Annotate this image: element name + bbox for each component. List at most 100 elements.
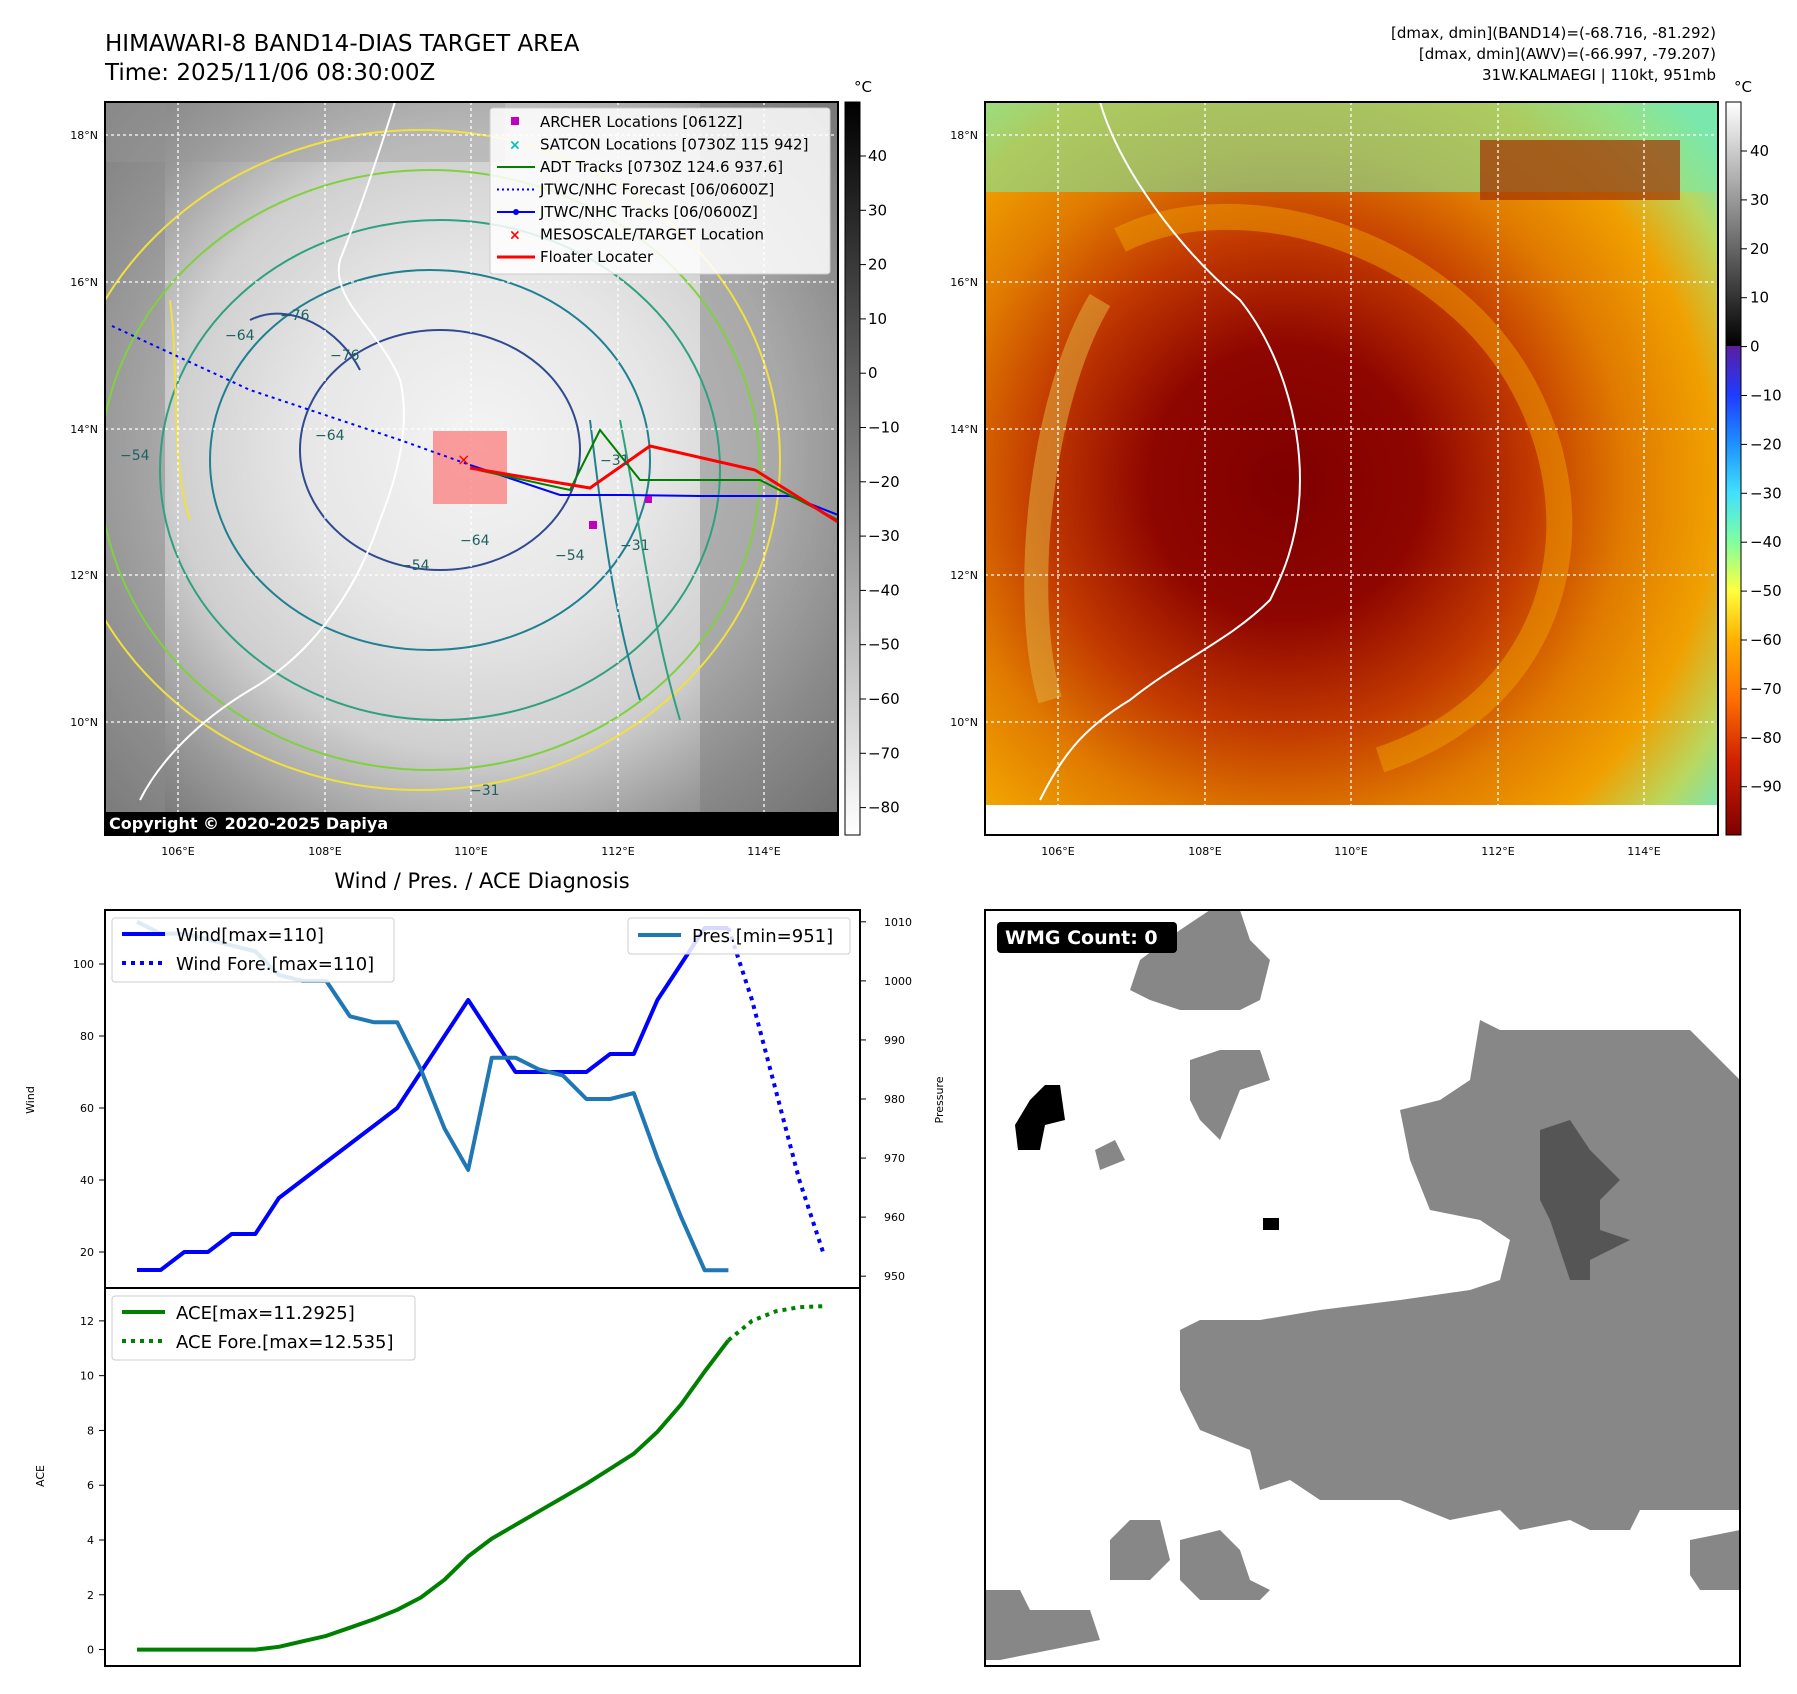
ir-colorbar-tick: −20 [868,473,900,491]
diag-ytick: 980 [884,1093,905,1106]
wmg-badge: WMG Count: 0 [1005,927,1158,949]
wv-lon-tick: 110°E [1334,845,1367,858]
wv-lat-tick: 14°N [950,423,978,436]
wv-panel: °C 40 30 20 10 0 −10 −20 −30 −40 −50 −60 −70 −80 −90 [984,78,1782,836]
info-line2: [dmax, dmin](AWV)=(-66.997, -79.207) [1419,45,1716,63]
diag-ytick: 8 [87,1424,94,1437]
wv-lon-tick: 112°E [1481,845,1514,858]
ir-colorbar-tick: 30 [868,201,887,219]
ir-contours [105,129,781,791]
wv-grid [985,102,1718,835]
archer-marker-1 [589,521,597,529]
wmg-gray-area [985,910,1740,1660]
wv-colorbar-unit: °C [1734,78,1752,96]
ir-colorbar-tick: −10 [868,419,900,437]
legend-wind: Wind[max=110] [176,925,324,946]
ir-lat-tick: 10°N [70,716,98,729]
wind-legend: Wind[max=110] Wind Fore.[max=110] [111,917,395,983]
diag-ytick: 990 [884,1034,905,1047]
ir-lon-tick: 110°E [454,845,487,858]
diag-ytick: 40 [80,1174,94,1187]
wv-frame [984,101,1719,836]
contour-label: −76 [280,308,310,324]
series-wind-forecast [726,927,825,1253]
wv-colorbar-tick: 10 [1750,289,1769,307]
floater-box [433,431,507,504]
contour-label: −76 [330,348,360,364]
jtwc-forecast-track [111,325,471,466]
legend-label: MESOSCALE/TARGET Location [540,226,764,244]
pres-legend: Pres.[min=951] [627,917,851,955]
wv-colorbar-tick: −90 [1750,778,1782,796]
wv-lat-tick: 10°N [950,716,978,729]
info-line1: [dmax, dmin](BAND14)=(-68.716, -81.292) [1391,24,1716,42]
ir-panel: × −76 −76 −64 −64 −54 −54 −31 −31 −31 −6… [104,78,900,836]
diag-ytick: 2 [87,1589,94,1602]
diag-ytick: 100 [73,958,94,971]
wv-colorbar-tick: −80 [1750,729,1782,747]
legend-marker: × [509,228,521,244]
wmg-panel: WMG Count: 0 [984,909,1741,1667]
wv-lat-tick: 12°N [950,569,978,582]
legend-label: SATCON Locations [0730Z 115 942] [540,136,808,154]
legend-marker [513,209,519,215]
contour-label: −31 [470,783,500,799]
legend-label: JTWC/NHC Forecast [06/0600Z] [539,181,774,199]
contour-label: −54 [120,448,150,464]
map-tick-labels: 106°E 106°E 108°E 108°E 110°E 110°E 112°E 112°E… [70,129,1661,858]
ir-contour-labels: −76 −76 −64 −64 −54 −54 −31 −31 −31 −64 … [120,308,650,799]
wv-colorbar-tick: −70 [1750,680,1782,698]
ir-lon-tick: 106°E [161,845,194,858]
diag-ytick: 60 [80,1102,94,1115]
ir-colorbar-unit: °C [854,78,872,96]
ir-colorbar-tick: 0 [868,364,878,382]
contour-label: −54 [555,548,585,564]
contour-label: −31 [620,538,650,554]
diag-ytick: 6 [87,1479,94,1492]
legend-ace-fore: ACE Fore.[max=12.535] [176,1332,394,1353]
diag-ytick: 960 [884,1211,905,1224]
legend-label: ARCHER Locations [0612Z] [540,113,743,131]
diag-ytick: 10 [80,1370,94,1383]
ir-colorbar-tick: −30 [868,527,900,545]
ir-lon-tick: 108°E [308,845,341,858]
main-title-line1: HIMAWARI-8 BAND14-DIAS TARGET AREA [105,31,580,57]
main-title-line2: Time: 2025/11/06 08:30:00Z [104,60,435,86]
diag-ytick: 0 [87,1644,94,1657]
archer-marker-2 [645,496,652,503]
ir-lon-tick: 114°E [747,845,780,858]
diag-ytick: 1010 [884,916,912,929]
contour-label: −64 [315,428,345,444]
legend-pres: Pres.[min=951] [692,926,833,947]
ir-colorbar-tick: 10 [868,310,887,328]
ir-lat-tick: 18°N [70,129,98,142]
contour-label: −54 [400,558,430,574]
wind-ylabel: Wind [24,1086,37,1114]
contour-label: −64 [225,328,255,344]
wv-lat-tick: 16°N [950,276,978,289]
ir-colorbar-tick: 20 [868,256,887,274]
ir-colorbar-tick: −80 [868,799,900,817]
adt-track [477,428,838,521]
wv-colorbar-tick: 30 [1750,191,1769,209]
wv-colorbar-tick: 0 [1750,338,1760,356]
ir-colorbar-tick: −40 [868,581,900,599]
legend-label: JTWC/NHC Tracks [06/0600Z] [539,203,758,221]
series-wind [137,926,729,1272]
wmg-black-area [1015,1085,1279,1230]
diag-ytick: 80 [80,1030,94,1043]
ace-legend: ACE[max=11.2925] ACE Fore.[max=12.535] [111,1295,416,1361]
legend-label: Floater Locater [540,248,654,266]
wv-lat-tick: 18°N [950,129,978,142]
wv-colorbar-tick: 40 [1750,142,1769,160]
ir-lat-tick: 12°N [70,569,98,582]
wv-lon-tick: 108°E [1188,845,1221,858]
diag-ytick: 950 [884,1270,905,1283]
ir-grid [105,102,838,835]
series-ace-forecast [727,1304,824,1342]
ir-colorbar: °C 40 30 20 10 0 −10 −20 −30 −40 −50 −60 −70 −80 [844,78,900,836]
info-line3: 31W.KALMAEGI | 110kt, 951mb [1482,66,1716,84]
ir-lat-tick: 14°N [70,423,98,436]
ir-colorbar-tick: −60 [868,690,900,708]
wv-colorbar-tick: −30 [1750,484,1782,502]
